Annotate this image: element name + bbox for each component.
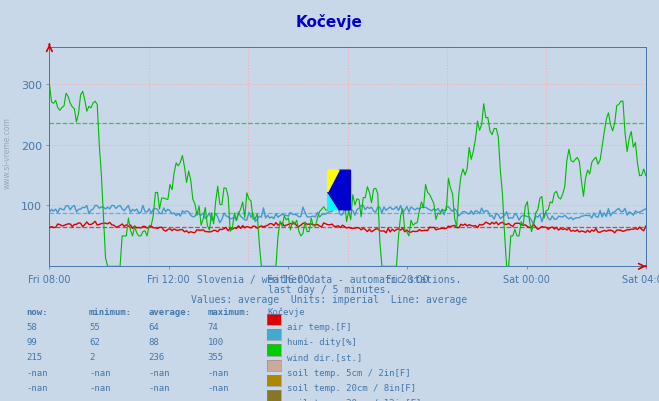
Text: -nan: -nan	[89, 383, 111, 392]
Text: -nan: -nan	[208, 398, 229, 401]
Text: Kočevje: Kočevje	[296, 14, 363, 30]
Text: 55: 55	[89, 322, 100, 331]
Polygon shape	[328, 171, 339, 192]
Text: soil temp. 20cm / 8in[F]: soil temp. 20cm / 8in[F]	[287, 383, 416, 392]
Text: -nan: -nan	[26, 383, 48, 392]
Text: 74: 74	[208, 322, 218, 331]
Text: soil temp. 5cm / 2in[F]: soil temp. 5cm / 2in[F]	[287, 368, 411, 377]
Text: now:: now:	[26, 307, 48, 316]
Text: 58: 58	[26, 322, 37, 331]
Text: -nan: -nan	[26, 368, 48, 377]
Text: -nan: -nan	[89, 398, 111, 401]
Text: average:: average:	[148, 307, 191, 316]
Text: 2: 2	[89, 352, 94, 361]
Text: 88: 88	[148, 337, 159, 346]
Text: 99: 99	[26, 337, 37, 346]
Text: -nan: -nan	[148, 398, 170, 401]
Text: 236: 236	[148, 352, 164, 361]
Text: Slovenia / weather data - automatic stations.: Slovenia / weather data - automatic stat…	[197, 275, 462, 285]
Text: -nan: -nan	[148, 368, 170, 377]
Text: 215: 215	[26, 352, 42, 361]
Text: air temp.[F]: air temp.[F]	[287, 322, 351, 331]
Text: minimum:: minimum:	[89, 307, 132, 316]
Text: last day / 5 minutes.: last day / 5 minutes.	[268, 285, 391, 295]
Text: -nan: -nan	[208, 383, 229, 392]
Text: 100: 100	[208, 337, 223, 346]
Text: soil temp. 30cm / 12in[F]: soil temp. 30cm / 12in[F]	[287, 398, 421, 401]
Polygon shape	[328, 192, 339, 210]
Text: wind dir.[st.]: wind dir.[st.]	[287, 352, 362, 361]
Text: 64: 64	[148, 322, 159, 331]
Polygon shape	[328, 171, 351, 210]
Text: -nan: -nan	[26, 398, 48, 401]
Text: maximum:: maximum:	[208, 307, 250, 316]
Text: Values: average  Units: imperial  Line: average: Values: average Units: imperial Line: av…	[191, 295, 468, 305]
Text: 62: 62	[89, 337, 100, 346]
Bar	[328, 171, 339, 192]
Text: www.si-vreme.com: www.si-vreme.com	[3, 117, 12, 188]
Text: humi- dity[%]: humi- dity[%]	[287, 337, 357, 346]
Text: -nan: -nan	[148, 383, 170, 392]
Text: 355: 355	[208, 352, 223, 361]
Text: Kočevje: Kočevje	[267, 307, 304, 316]
Text: -nan: -nan	[89, 368, 111, 377]
Text: -nan: -nan	[208, 368, 229, 377]
